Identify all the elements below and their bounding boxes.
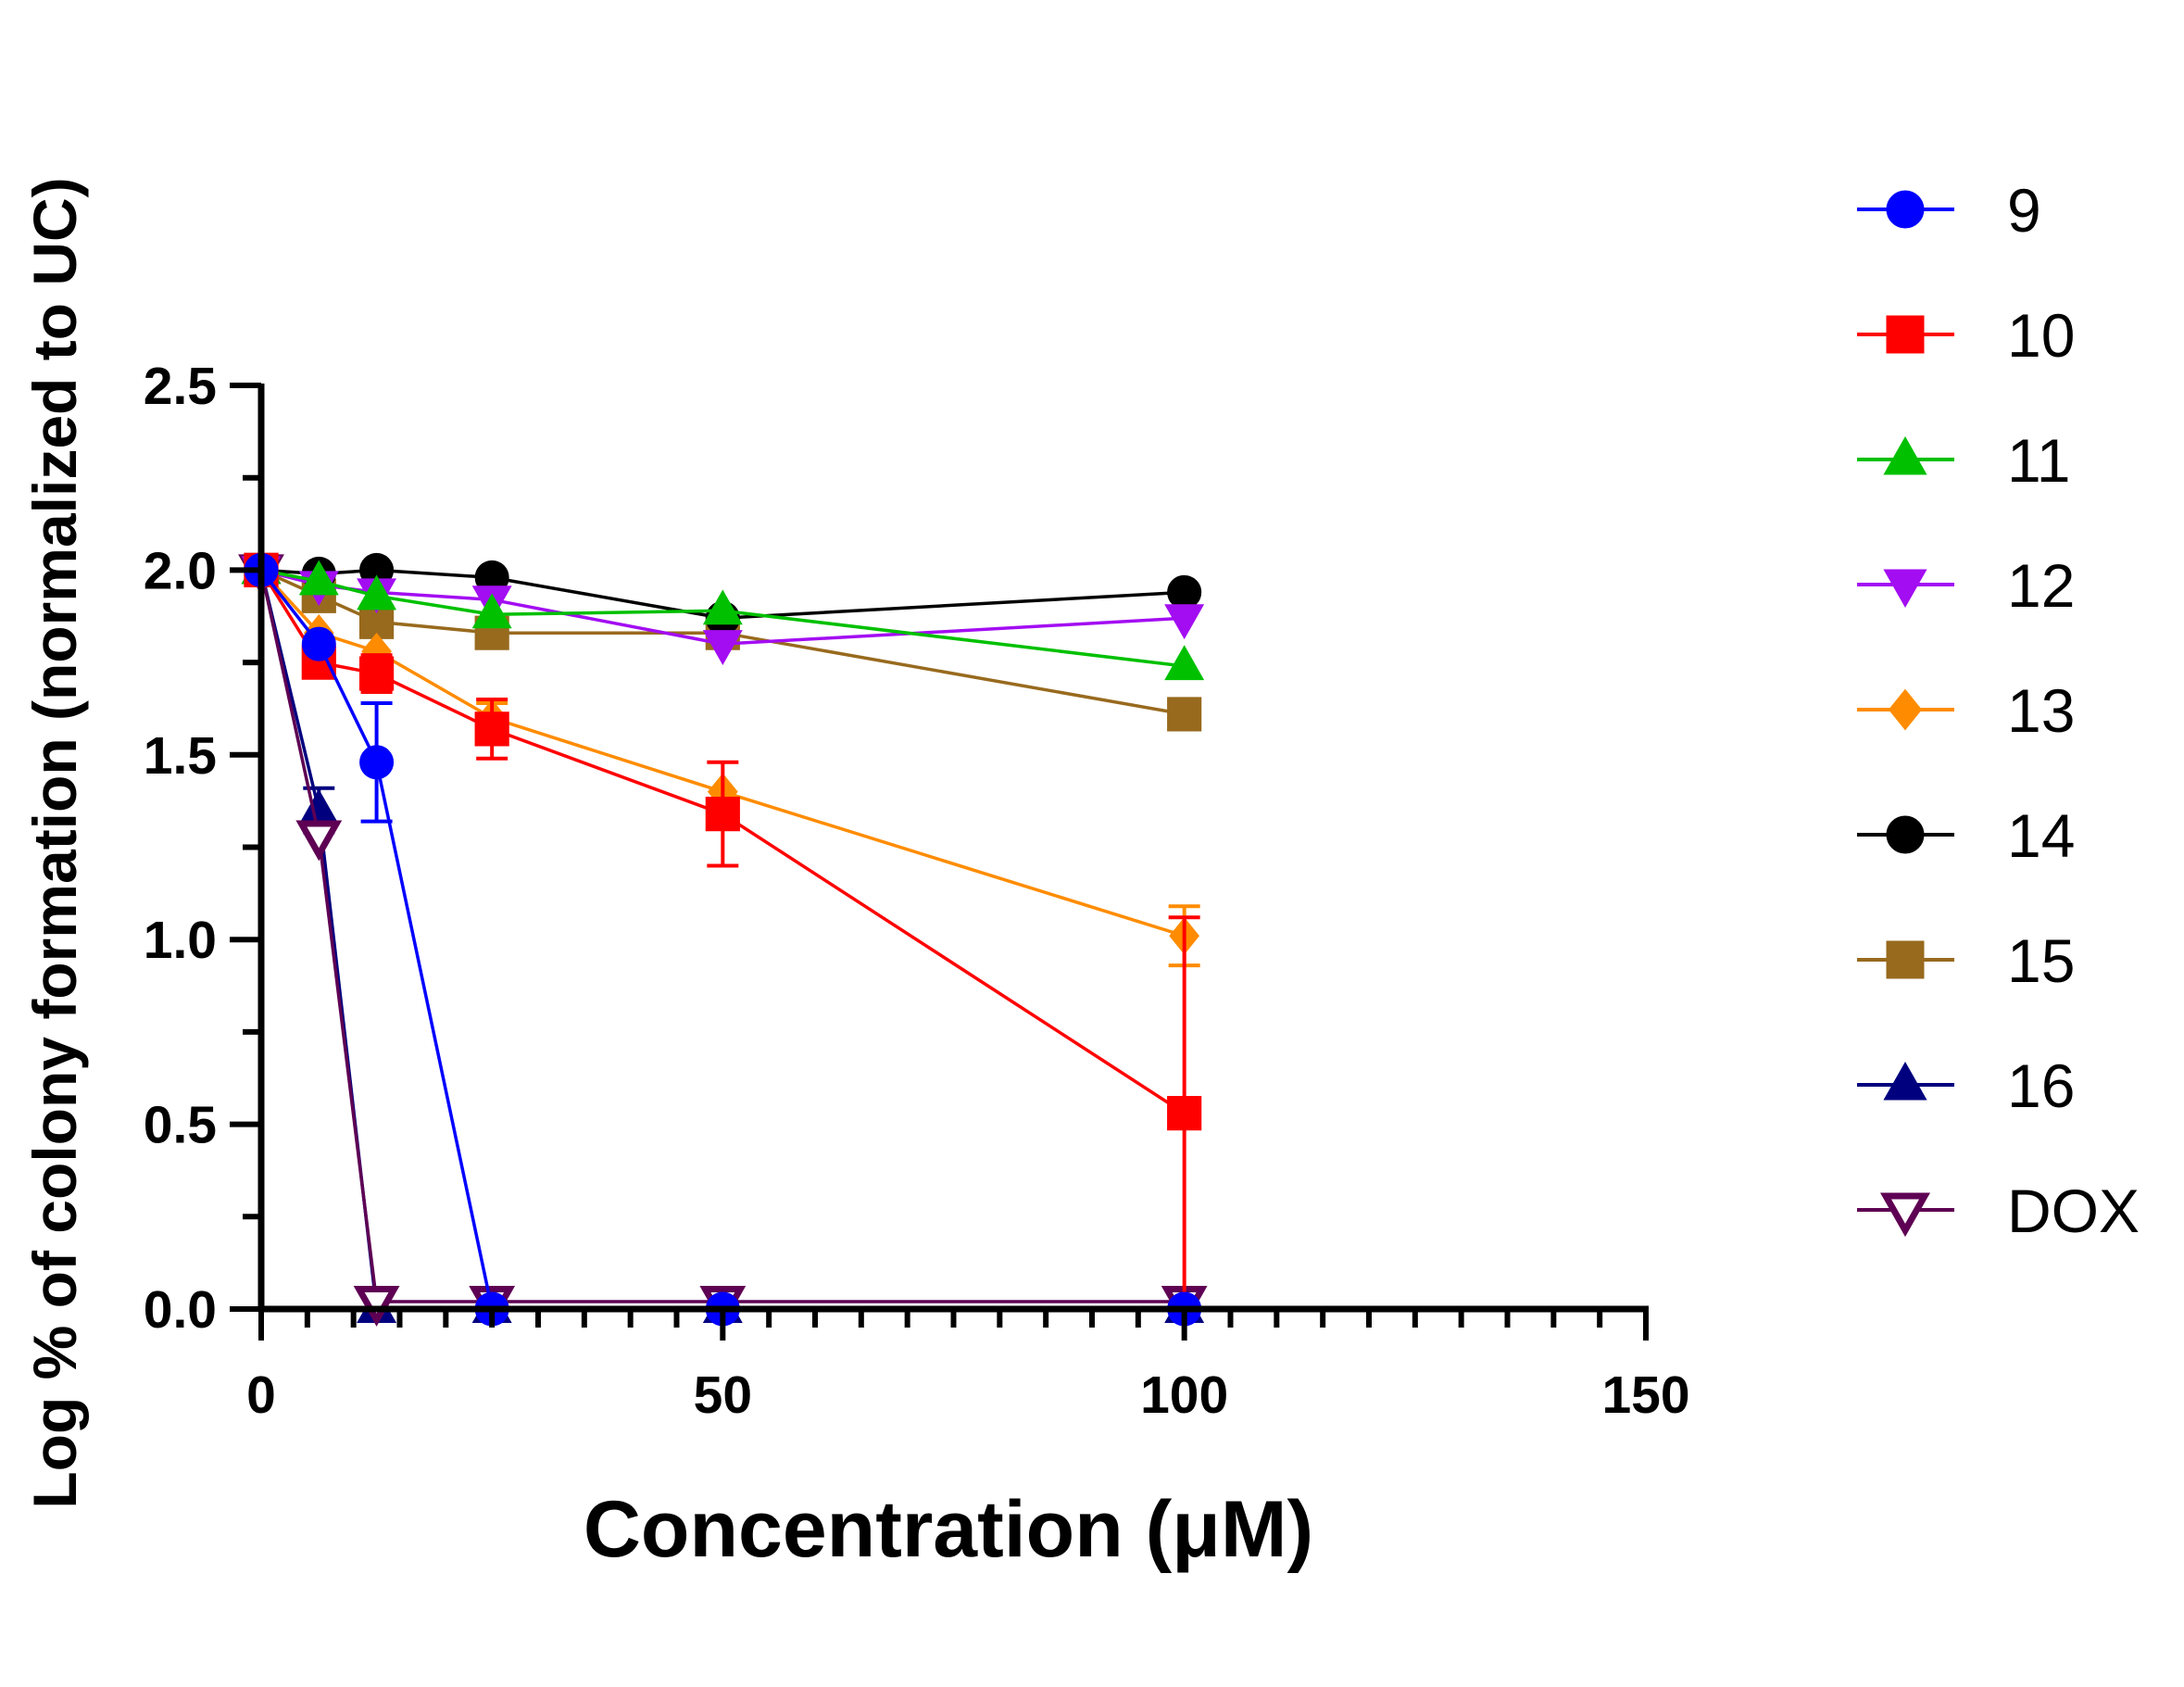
data-point bbox=[298, 788, 339, 825]
data-point bbox=[1167, 574, 1202, 610]
legend-label: 9 bbox=[2007, 176, 2041, 245]
data-point bbox=[353, 1286, 400, 1327]
series-layer bbox=[238, 548, 1208, 1327]
data-point bbox=[1164, 645, 1205, 681]
x-tick-label: 50 bbox=[694, 1366, 752, 1425]
legend-marker bbox=[1888, 688, 1923, 731]
y-axis-title: Log % of colony formation (normalized to… bbox=[20, 177, 89, 1508]
legend-label: 11 bbox=[2007, 426, 2071, 495]
legend-marker bbox=[1886, 190, 1925, 229]
legend-item-16: 16 bbox=[1857, 1051, 2075, 1120]
data-point bbox=[358, 656, 395, 691]
legend-marker bbox=[1883, 569, 1927, 609]
data-point bbox=[1164, 604, 1205, 640]
series-line bbox=[259, 569, 1186, 938]
data-point bbox=[474, 711, 509, 747]
y-tick-label: 2.5 bbox=[144, 357, 217, 416]
data-point bbox=[1167, 1096, 1202, 1131]
y-tick-label: 1.0 bbox=[144, 911, 217, 970]
series-line bbox=[259, 569, 1185, 1311]
axes: 0 50 100 150 0.0 0.5 1.0 1.5 2.0 2.5 bbox=[144, 357, 1690, 1425]
data-point bbox=[705, 797, 740, 832]
legend-item-9: 9 bbox=[1857, 176, 2041, 245]
legend-label: DOX bbox=[2007, 1177, 2140, 1245]
legend-marker bbox=[1886, 815, 1925, 854]
legend-marker bbox=[1883, 435, 1927, 475]
x-tick-label: 0 bbox=[246, 1366, 276, 1425]
x-axis-title: Concentration (μM) bbox=[584, 1485, 1313, 1574]
series-10 bbox=[244, 552, 1202, 1311]
y-tick-label: 0.0 bbox=[144, 1280, 217, 1340]
data-point bbox=[295, 820, 343, 862]
y-tick-label: 1.5 bbox=[144, 726, 217, 786]
data-point bbox=[702, 630, 743, 665]
data-point bbox=[471, 593, 512, 629]
legend-item-12: 12 bbox=[1857, 551, 2075, 620]
legend-item-11: 11 bbox=[1857, 426, 2071, 495]
legend-marker bbox=[1886, 315, 1925, 354]
y-tick-label: 2.0 bbox=[144, 541, 217, 600]
data-point bbox=[298, 560, 339, 596]
legend-label: 14 bbox=[2007, 801, 2075, 870]
series-line bbox=[259, 570, 1185, 1303]
data-point bbox=[1167, 697, 1202, 732]
data-point bbox=[301, 626, 336, 661]
legend-label: 10 bbox=[2007, 301, 2075, 370]
data-point bbox=[359, 745, 395, 780]
legend-label: 12 bbox=[2007, 551, 2075, 620]
legend-label: 13 bbox=[2007, 676, 2075, 745]
legend-marker bbox=[1879, 1192, 1931, 1238]
y-tick-label: 0.5 bbox=[144, 1096, 217, 1155]
legend-label: 15 bbox=[2007, 926, 2075, 995]
legend-item-13: 13 bbox=[1857, 676, 2075, 745]
legend-item-10: 10 bbox=[1857, 301, 2075, 370]
series-line bbox=[259, 569, 1185, 1311]
data-point bbox=[702, 589, 743, 625]
legend-item-DOX: DOX bbox=[1857, 1177, 2140, 1245]
legend-item-15: 15 bbox=[1857, 926, 2075, 995]
legend-marker bbox=[1886, 940, 1925, 979]
x-tick-label: 150 bbox=[1601, 1366, 1689, 1425]
legend-item-14: 14 bbox=[1857, 801, 2075, 870]
legend-marker bbox=[1883, 1061, 1927, 1101]
data-point bbox=[357, 574, 397, 611]
legend: 9 10 11 12 13 14 15 16 DOX bbox=[1857, 176, 2140, 1245]
x-tick-label: 100 bbox=[1140, 1366, 1228, 1425]
legend-label: 16 bbox=[2007, 1051, 2075, 1120]
